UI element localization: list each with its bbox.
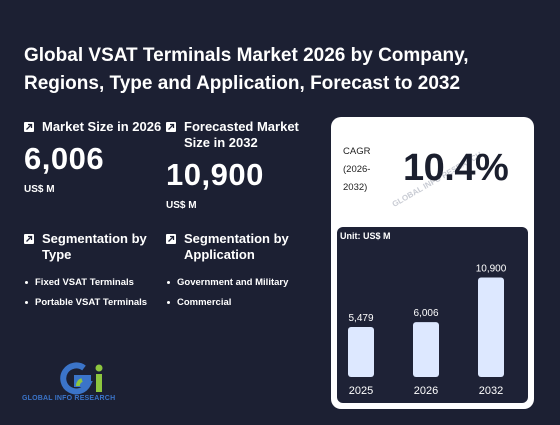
arrow-icon xyxy=(24,234,34,244)
cagr-label-line: (2026- xyxy=(343,164,371,175)
gir-logo: GLOBAL INFO RESEARCH xyxy=(22,362,147,404)
forecast-stat: Forecasted Market Size in 2032 10,900 US… xyxy=(166,119,306,211)
market-size-label: Market Size in 2026 xyxy=(42,119,162,134)
market-size-value: 6,006 xyxy=(24,141,105,176)
bar-chart: Unit: US$ M 5,479 2025 6,006 2026 10,900 2032 xyxy=(337,227,528,403)
market-size-unit: US$ M xyxy=(24,184,55,195)
segmentation-application: Segmentation by Application Government a… xyxy=(166,231,311,313)
list-item: Commercial xyxy=(166,293,311,312)
list-item: Portable VSAT Terminals xyxy=(24,293,169,312)
bar-2025 xyxy=(348,326,374,377)
logo-text: GLOBAL INFO RESEARCH xyxy=(22,395,116,402)
cagr-value: 10.4% xyxy=(403,147,509,189)
forecast-header: Forecasted Market Size in 2032 xyxy=(166,119,306,151)
cagr-label-line: 2032) xyxy=(343,182,368,193)
chart-svg: 5,479 2025 6,006 2026 10,900 2032 xyxy=(348,263,507,397)
cagr-label-line: CAGR xyxy=(343,146,371,157)
value-label-2026: 6,006 xyxy=(413,308,438,319)
page-title: Global VSAT Terminals Market 2026 by Com… xyxy=(24,45,469,94)
arrow-icon xyxy=(166,234,176,244)
list-item: Fixed VSAT Terminals xyxy=(24,273,169,292)
forecast-unit: US$ M xyxy=(166,200,197,211)
chart-unit-label: Unit: US$ M xyxy=(340,231,391,241)
forecast-label: Forecasted Market Size in 2032 xyxy=(184,119,299,150)
segmentation-type-header: Segmentation by Type xyxy=(24,231,169,263)
list-item: Government and Military xyxy=(166,273,311,292)
x-tick-label-2032: 2032 xyxy=(479,385,503,397)
segmentation-type: Segmentation by Type Fixed VSAT Terminal… xyxy=(24,231,169,313)
x-tick-label-2026: 2026 xyxy=(414,385,438,397)
segmentation-type-label: Segmentation by Type xyxy=(42,231,147,262)
cagr-label: CAGR (2026- 2032) xyxy=(343,143,370,197)
segmentation-application-label: Segmentation by Application xyxy=(184,231,289,262)
x-tick-label-2025: 2025 xyxy=(349,385,373,397)
value-label-2025: 5,479 xyxy=(348,313,373,324)
market-size-stat: Market Size in 2026 6,006 US$ M xyxy=(24,119,164,195)
market-size-header: Market Size in 2026 xyxy=(24,119,164,135)
type-list: Fixed VSAT Terminals Portable VSAT Termi… xyxy=(24,273,169,312)
application-list: Government and Military Commercial xyxy=(166,273,311,312)
arrow-icon xyxy=(166,122,176,132)
value-label-2032: 10,900 xyxy=(476,263,507,274)
forecast-value: 10,900 xyxy=(166,157,264,192)
logo-mark xyxy=(60,362,103,395)
segmentation-application-header: Segmentation by Application xyxy=(166,231,311,263)
bar-2026 xyxy=(413,322,439,377)
arrow-icon xyxy=(24,122,34,132)
bar-2032 xyxy=(478,277,504,377)
cagr-card: CAGR (2026- 2032) GLOBAL INFO RESEARCH 1… xyxy=(331,117,534,409)
